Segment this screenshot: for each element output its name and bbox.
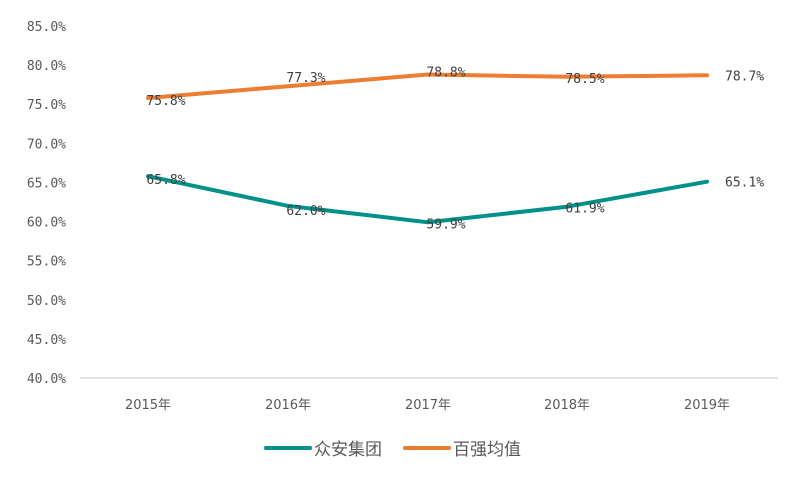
data-label: 78.8% [426, 65, 465, 80]
data-label: 59.9% [426, 217, 465, 232]
series-line-1 [146, 72, 709, 100]
data-label: 62.0% [286, 204, 325, 219]
legend-label-1: 百强均值 [453, 440, 521, 460]
y-tick-label: 75.0% [27, 98, 66, 113]
x-tick-label: 2015年 [125, 398, 171, 413]
y-axis-ticks: 85.0% 80.0% 75.0% 70.0% 65.0% 60.0% 55.0% 50.0%… [27, 20, 66, 387]
y-tick-label: 55.0% [27, 255, 66, 270]
y-tick-label: 60.0% [27, 216, 66, 231]
x-axis-ticks: 2015年 2016年 2017年 2018年 2019年 [125, 398, 730, 413]
y-tick-label: 45.0% [27, 333, 66, 348]
data-labels: 65.8% 62.0% 59.9% 61.9% 65.1% 75.8% 77.3% 78.8%… [146, 65, 764, 232]
data-label: 78.5% [565, 72, 604, 87]
data-label: 75.8% [146, 94, 185, 109]
y-tick-label: 50.0% [27, 294, 66, 309]
series-lines [146, 72, 709, 225]
data-label: 77.3% [286, 71, 325, 86]
data-label: 61.9% [565, 202, 604, 217]
legend-label-0: 众安集团 [314, 440, 382, 460]
data-label: 65.1% [725, 176, 764, 191]
x-tick-label: 2016年 [265, 398, 311, 413]
y-tick-label: 80.0% [27, 59, 66, 74]
x-tick-label: 2019年 [684, 398, 730, 413]
x-tick-label: 2017年 [405, 398, 451, 413]
y-tick-label: 85.0% [27, 20, 66, 35]
y-tick-label: 65.0% [27, 176, 66, 191]
y-tick-label: 70.0% [27, 137, 66, 152]
data-label: 78.7% [725, 69, 764, 84]
y-tick-label: 40.0% [27, 372, 66, 387]
legend: 众安集团 百强均值 [264, 440, 521, 460]
data-label: 65.8% [146, 173, 185, 188]
x-tick-label: 2018年 [544, 398, 590, 413]
series-line-0 [146, 174, 709, 225]
